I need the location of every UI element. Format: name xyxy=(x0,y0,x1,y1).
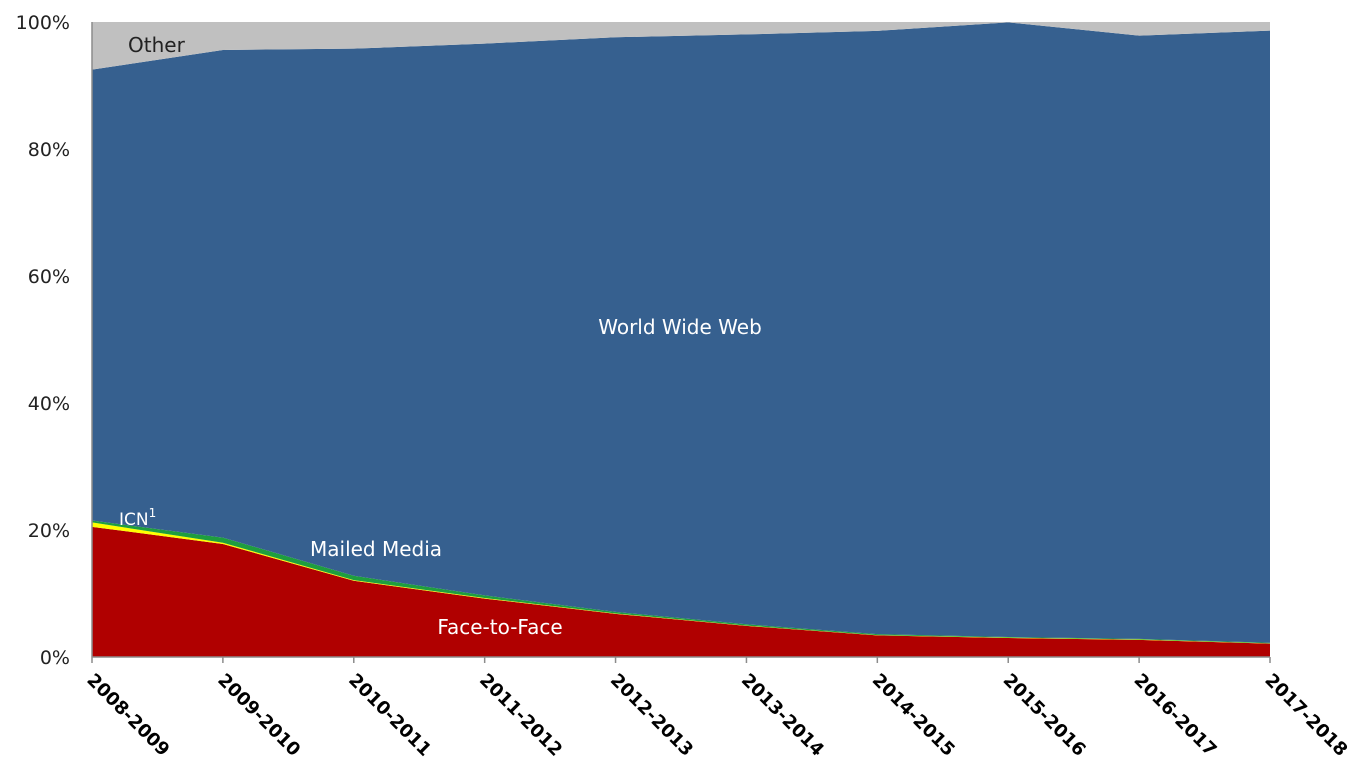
x-tick-label: 2009-2010 xyxy=(213,670,304,761)
y-tick-label: 60% xyxy=(28,266,70,288)
x-tick-label: 2013-2014 xyxy=(737,670,828,761)
x-tick-group: 2008-2009 2009-2010 2010-2011 2011-2012 2012… xyxy=(82,657,1351,761)
x-tick-label: 2011-2012 xyxy=(475,670,566,761)
series-label-group: Other World Wide Web ICN1 Mailed Media F… xyxy=(119,33,762,639)
area-mailed-media xyxy=(92,520,1270,644)
series-label-other: Other xyxy=(128,33,186,57)
series-label-icn: ICN1 xyxy=(119,506,156,530)
area-world-wide-web xyxy=(92,22,1270,643)
y-tick-label: 100% xyxy=(16,12,70,34)
axes-group xyxy=(91,22,1270,658)
y-tick-label: 80% xyxy=(28,139,70,161)
x-tick-label: 2012-2013 xyxy=(606,670,697,761)
x-tick-label: 2015-2016 xyxy=(999,670,1090,761)
area-series-group xyxy=(92,22,1270,657)
x-tick-label: 2017-2018 xyxy=(1260,670,1351,761)
series-label-face-to-face: Face-to-Face xyxy=(437,615,562,639)
y-tick-group: 0% 20% 40% 60% 80% 100% xyxy=(16,12,70,669)
y-tick-label: 0% xyxy=(40,647,70,669)
series-label-icn-superscript: 1 xyxy=(149,506,157,520)
y-tick-label: 20% xyxy=(28,520,70,542)
x-tick-label: 2014-2015 xyxy=(868,670,959,761)
area-face-to-face xyxy=(92,526,1270,657)
x-tick-label: 2008-2009 xyxy=(82,670,173,761)
series-label-mailed-media: Mailed Media xyxy=(310,537,442,561)
y-tick-label: 40% xyxy=(28,393,70,415)
area-other xyxy=(92,22,1270,70)
x-tick-label: 2016-2017 xyxy=(1130,670,1221,761)
x-tick-label: 2010-2011 xyxy=(344,670,435,761)
series-label-icn-text: ICN xyxy=(119,510,149,530)
series-label-world-wide-web: World Wide Web xyxy=(598,315,762,339)
